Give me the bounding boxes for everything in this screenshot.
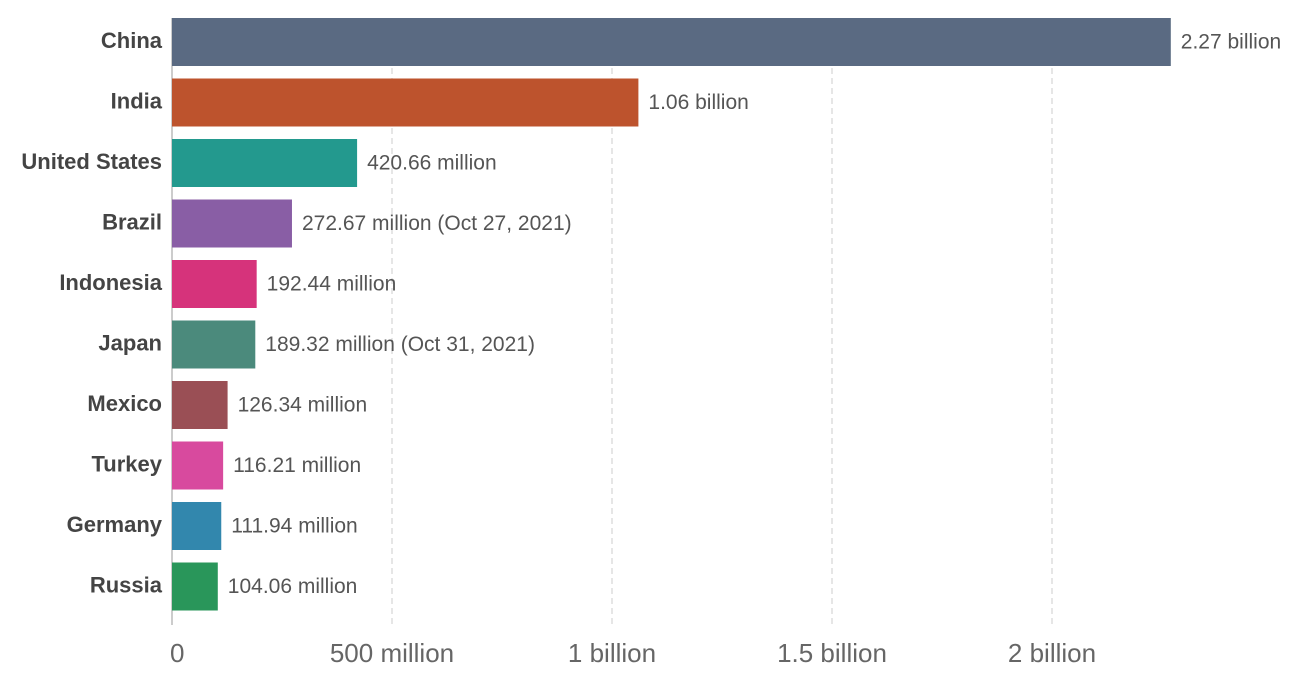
bar [172, 562, 218, 611]
value-label: 420.66 million [367, 152, 497, 175]
category-label: United States [21, 149, 162, 174]
value-label: 2.27 billion [1181, 31, 1281, 54]
value-label: 1.06 billion [648, 91, 748, 114]
category-label: Germany [67, 512, 163, 537]
value-label: 104.06 million [228, 575, 358, 598]
category-label: Turkey [91, 451, 162, 476]
bar [172, 441, 224, 490]
bar [172, 502, 222, 550]
bar [172, 381, 228, 429]
value-label: 192.44 million [267, 273, 397, 296]
bar [172, 199, 292, 248]
category-label: Indonesia [59, 270, 162, 295]
category-label: China [101, 28, 163, 53]
value-label: 111.94 million [231, 515, 357, 538]
x-tick-label: 1 billion [568, 638, 656, 668]
x-tick-label: 500 million [330, 638, 454, 668]
bar [172, 320, 256, 369]
value-label: 126.34 million [238, 394, 368, 417]
bar [172, 18, 1171, 66]
x-tick-label: 1.5 billion [777, 638, 887, 668]
category-label: Russia [90, 572, 163, 597]
value-label: 116.21 million [233, 454, 361, 477]
value-label: 272.67 million (Oct 27, 2021) [302, 212, 572, 235]
bar [172, 78, 639, 127]
x-tick-label: 2 billion [1008, 638, 1096, 668]
category-label: Japan [98, 330, 162, 355]
x-tick-label: 0 [170, 638, 184, 668]
bar [172, 260, 257, 308]
category-label: Mexico [87, 391, 162, 416]
value-label: 189.32 million (Oct 31, 2021) [265, 333, 535, 356]
category-label: India [111, 88, 163, 113]
bar [172, 139, 358, 187]
category-label: Brazil [102, 209, 162, 234]
